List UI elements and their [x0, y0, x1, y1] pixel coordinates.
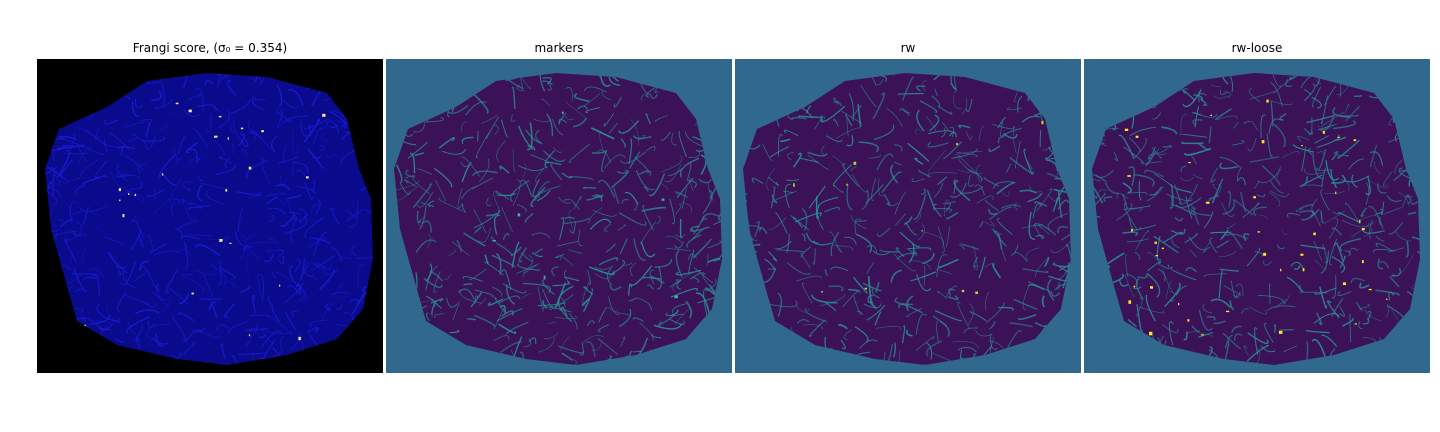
highlight-speck — [1150, 286, 1153, 289]
highlight-speck — [1206, 201, 1210, 204]
highlight-speck — [219, 239, 223, 242]
highlight-speck — [1124, 128, 1129, 131]
highlight-speck — [1210, 114, 1212, 116]
highlight-speck — [1354, 323, 1357, 325]
highlight-speck — [674, 295, 678, 299]
highlight-speck — [1161, 247, 1164, 250]
highlight-speck — [1322, 131, 1325, 134]
highlight-speck — [1361, 228, 1365, 231]
highlight-speck — [214, 135, 218, 138]
highlight-speck — [134, 194, 137, 196]
highlight-speck — [1154, 241, 1157, 244]
highlight-speck — [921, 230, 923, 232]
highlight-speck — [128, 193, 130, 195]
highlight-speck — [84, 324, 86, 326]
rw-image — [735, 59, 1081, 373]
image-panel-rw — [735, 59, 1081, 373]
highlight-speck — [1359, 219, 1361, 224]
highlight-speck — [1200, 334, 1204, 336]
highlight-speck — [1257, 231, 1260, 233]
highlight-speck — [1188, 162, 1191, 164]
panel-title-rw-loose: rw-loose — [1231, 41, 1283, 55]
highlight-speck — [261, 130, 264, 133]
highlight-speck — [846, 183, 848, 186]
highlight-speck — [1300, 253, 1304, 256]
rw-loose-image — [1084, 59, 1430, 373]
highlight-speck — [298, 336, 301, 341]
highlight-speck — [322, 113, 326, 117]
highlight-speck — [975, 291, 978, 294]
image-panel-rw-loose — [1084, 59, 1430, 373]
highlight-speck — [118, 188, 121, 192]
highlight-speck — [561, 111, 564, 114]
highlight-speck — [306, 176, 309, 179]
panel-title-frangi: Frangi score, (σ₀ = 0.354) — [132, 41, 288, 55]
highlight-speck — [1133, 285, 1136, 288]
highlight-speck — [1280, 268, 1282, 272]
highlight-speck — [279, 284, 281, 287]
highlight-speck — [853, 161, 857, 165]
highlight-speck — [821, 291, 823, 293]
highlight-speck — [1353, 139, 1357, 142]
highlight-speck — [1127, 175, 1131, 177]
highlight-speck — [1178, 303, 1180, 306]
highlight-speck — [1335, 191, 1337, 195]
highlight-speck — [956, 143, 959, 146]
highlight-speck — [1135, 135, 1139, 138]
panel-title-markers: markers — [534, 41, 584, 55]
highlight-speck — [191, 292, 194, 295]
highlight-speck — [218, 115, 222, 118]
highlight-speck — [1155, 255, 1158, 257]
highlight-speck — [227, 137, 229, 140]
tissue-region — [394, 73, 722, 365]
panel-title-rw: rw — [900, 41, 916, 55]
highlight-speck — [1041, 120, 1044, 125]
highlight-speck — [793, 183, 795, 187]
highlight-speck — [1253, 196, 1256, 199]
highlight-speck — [1263, 252, 1267, 256]
highlight-speck — [1131, 228, 1133, 232]
image-panel-markers — [386, 59, 732, 373]
highlight-speck — [240, 127, 244, 130]
highlight-speck — [1278, 330, 1283, 334]
highlight-speck — [1266, 99, 1269, 103]
highlight-speck — [543, 275, 546, 279]
highlight-speck — [119, 199, 121, 202]
highlight-speck — [1226, 310, 1230, 313]
highlight-speck — [1187, 319, 1190, 322]
highlight-speck — [864, 287, 867, 290]
highlight-speck — [517, 213, 521, 217]
highlight-speck — [248, 166, 252, 170]
image-panel-frangi — [37, 59, 383, 373]
highlight-speck — [1362, 260, 1364, 264]
markers-image — [386, 59, 732, 373]
highlight-speck — [1301, 145, 1303, 147]
highlight-speck — [1385, 298, 1388, 300]
highlight-speck — [1302, 268, 1305, 272]
highlight-speck — [122, 214, 125, 218]
highlight-speck — [161, 173, 164, 176]
highlight-speck — [1149, 331, 1153, 336]
highlight-speck — [225, 189, 228, 192]
highlight-speck — [1337, 136, 1340, 138]
highlight-speck — [229, 242, 232, 244]
highlight-speck — [1313, 232, 1316, 236]
frangi-score-image — [37, 59, 383, 373]
highlight-speck — [661, 198, 665, 201]
highlight-speck — [248, 334, 251, 337]
highlight-speck — [175, 102, 179, 105]
highlight-speck — [1128, 300, 1132, 304]
highlight-speck — [188, 109, 192, 113]
highlight-speck — [492, 240, 496, 242]
tissue-region — [1092, 73, 1420, 365]
highlight-speck — [961, 289, 965, 293]
highlight-speck — [1342, 282, 1346, 285]
highlight-speck — [1368, 288, 1372, 291]
tissue-region — [743, 73, 1071, 365]
highlight-speck — [1261, 140, 1265, 144]
